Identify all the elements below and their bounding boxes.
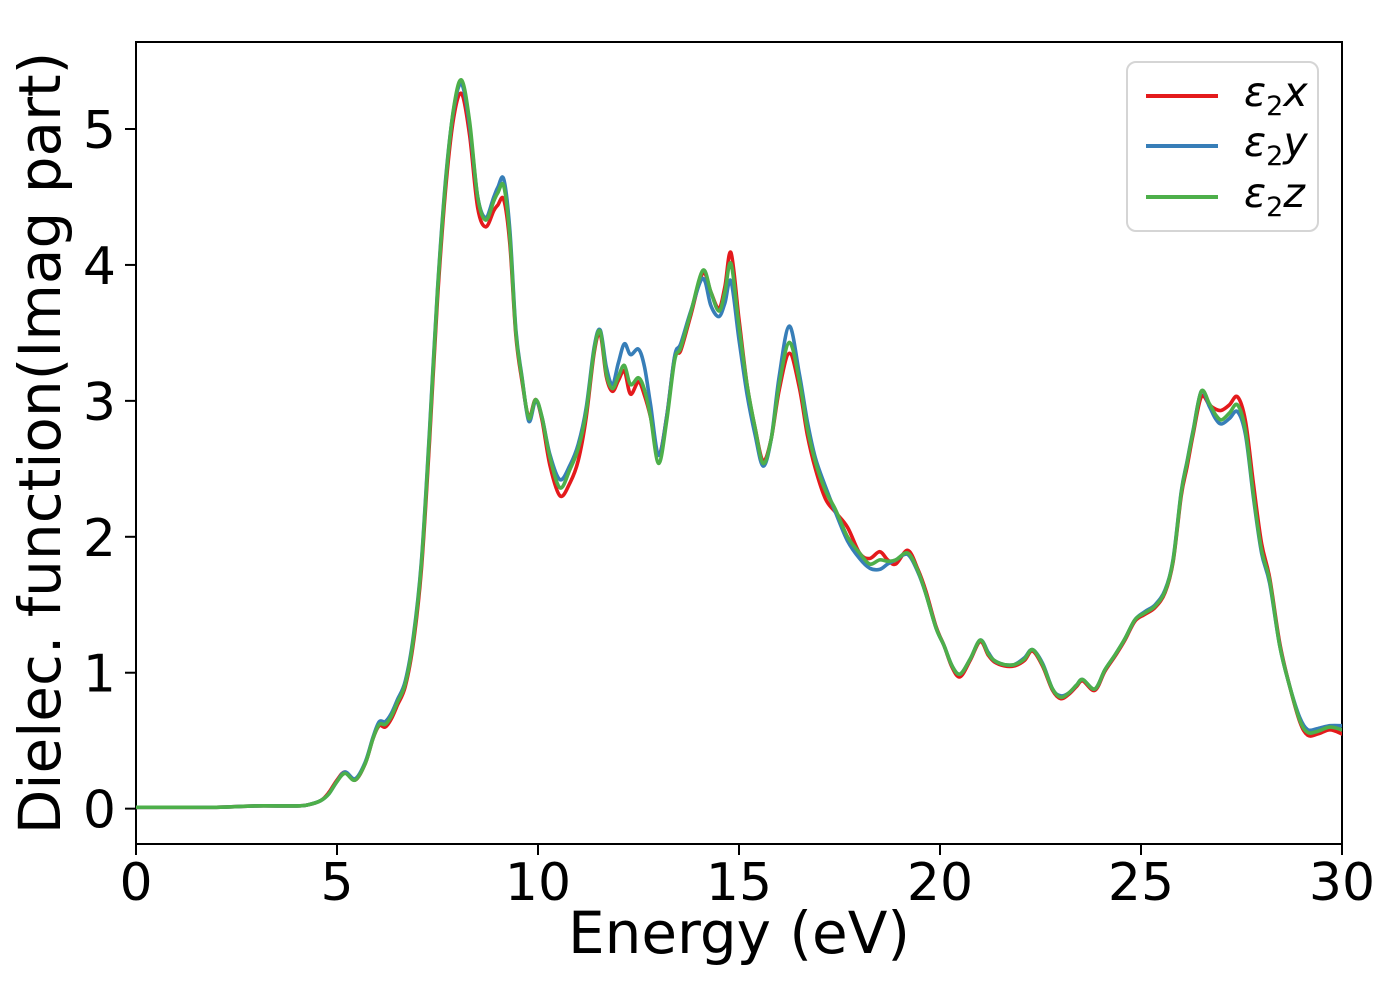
legend-entry-y: ε2y	[1128, 118, 1317, 173]
x-tick-label: 10	[505, 853, 571, 913]
legend-label-z: ε2z	[1244, 168, 1305, 223]
curve-e2z	[136, 78, 1342, 810]
legend: ε2x ε2y ε2z	[1126, 61, 1319, 232]
legend-line-x	[1146, 94, 1218, 99]
legend-entry-x: ε2x	[1128, 72, 1317, 120]
y-tick-label: 4	[83, 237, 116, 297]
y-tick-label: 3	[83, 373, 116, 433]
legend-line-y	[1146, 144, 1218, 149]
x-tick-label: 15	[706, 853, 772, 913]
x-axis-label: Energy (eV)	[568, 899, 910, 967]
legend-label-x: ε2x	[1244, 68, 1308, 123]
legend-line-z	[1146, 194, 1218, 199]
y-tick-label: 2	[83, 509, 116, 569]
y-axis-label: Dielec. function(Imag part)	[6, 52, 74, 835]
y-tick-label: 1	[83, 645, 116, 705]
legend-label-y: ε2y	[1244, 118, 1308, 173]
x-tick-label: 30	[1309, 853, 1375, 913]
legend-entry-z: ε2z	[1128, 168, 1317, 223]
y-tick-label: 0	[83, 781, 116, 841]
x-tick-label: 0	[119, 853, 152, 913]
curves	[136, 78, 1342, 810]
axes: 0 5 10 15 20 25 30 0 1 2 3 4 5	[83, 41, 1375, 913]
y-tick-label: 5	[83, 101, 116, 161]
x-tick-label: 20	[907, 853, 973, 913]
x-tick-label: 25	[1108, 853, 1174, 913]
x-tick-label: 5	[320, 853, 353, 913]
